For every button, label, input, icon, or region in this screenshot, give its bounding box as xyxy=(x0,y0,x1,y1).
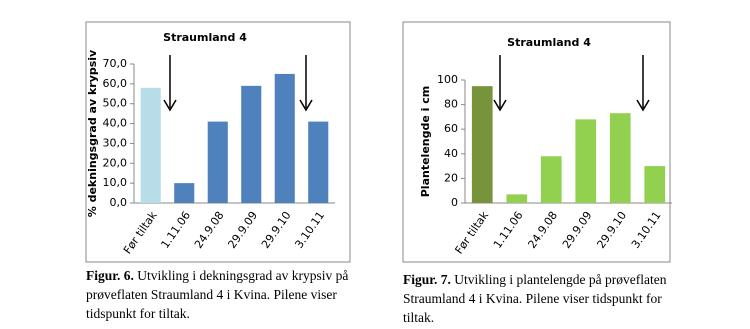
caption-line: prøveflaten Straumland 4 i Kvina. Pilene… xyxy=(86,287,337,302)
x-tick-label: Før tiltak xyxy=(452,208,491,256)
y-tick-label: 0 xyxy=(451,196,458,209)
bar xyxy=(274,73,295,203)
bar xyxy=(471,86,493,203)
bar xyxy=(207,121,228,203)
y-axis-label: % dekningsgrad av krypsiv xyxy=(86,49,99,217)
arrow-head xyxy=(299,99,313,112)
caption-text: Utvikling i plantelengde på prøveflaten xyxy=(454,272,666,287)
bar xyxy=(308,121,329,203)
caption-label: Figur. 6. xyxy=(86,268,134,283)
arrow-head xyxy=(493,99,507,112)
x-tick-label: Før tiltak xyxy=(121,208,160,256)
y-axis-label: Plantelengde i cm xyxy=(419,86,432,198)
bar xyxy=(140,87,161,203)
x-tick-label: 1.11.06 xyxy=(491,209,526,251)
x-tick-label: 29.9.09 xyxy=(225,209,260,251)
bar xyxy=(609,113,631,203)
y-tick-label: 20 xyxy=(444,171,458,184)
bar xyxy=(241,85,262,203)
y-tick-label: 30,0 xyxy=(103,136,128,149)
chart-title: Straumland 4 xyxy=(163,31,247,44)
y-tick-label: 100 xyxy=(437,73,458,86)
x-tick-label: 29.9.09 xyxy=(560,209,595,251)
chart-title: Straumland 4 xyxy=(507,36,591,49)
caption-text: prøveflaten Straumland 4 i Kvina. Pilene… xyxy=(86,287,337,302)
bar xyxy=(174,183,195,203)
bar xyxy=(575,119,597,203)
x-tick-label: 29.9.10 xyxy=(594,209,629,251)
caption-text: Utvikling i dekningsgrad av krypsiv på xyxy=(137,268,348,283)
x-tick-label: 1.11.06 xyxy=(158,209,193,251)
x-tick-label: 29.9.10 xyxy=(259,209,294,251)
caption-text: tiltak. xyxy=(403,310,434,325)
y-tick-label: 60 xyxy=(444,122,458,135)
x-tick-label: 3.10.11 xyxy=(629,209,664,251)
x-tick-label: 3.10.11 xyxy=(292,209,327,251)
caption-line: Straumland 4 i Kvina. Pilene viser tidsp… xyxy=(403,291,662,306)
caption-text: tidspunkt for tiltak. xyxy=(86,306,190,321)
y-tick-label: 10,0 xyxy=(103,176,128,189)
y-tick-label: 70,0 xyxy=(103,57,128,70)
caption-line: tidspunkt for tiltak. xyxy=(86,306,190,321)
bar xyxy=(644,166,666,203)
bar xyxy=(506,194,528,203)
y-tick-label: 0,0 xyxy=(110,196,128,209)
caption-text: Straumland 4 i Kvina. Pilene viser tidsp… xyxy=(403,291,662,306)
y-tick-label: 40,0 xyxy=(103,117,128,130)
caption-line: tiltak. xyxy=(403,310,434,325)
y-tick-label: 60,0 xyxy=(103,77,128,90)
arrow-head xyxy=(163,99,177,112)
x-tick-label: 24.9.08 xyxy=(192,209,227,251)
y-tick-label: 80 xyxy=(444,98,458,111)
arrow-head xyxy=(636,99,650,112)
bar xyxy=(540,156,562,203)
caption-line: Figur. 7. Utvikling i plantelengde på pr… xyxy=(403,272,667,287)
caption-label: Figur. 7. xyxy=(403,272,451,287)
chart-frame xyxy=(402,21,671,263)
y-tick-label: 50,0 xyxy=(103,97,128,110)
chart-frame xyxy=(85,21,351,263)
y-tick-label: 20,0 xyxy=(103,156,128,169)
caption-line: Figur. 6. Utvikling i dekningsgrad av kr… xyxy=(86,268,348,283)
x-tick-label: 24.9.08 xyxy=(525,209,560,251)
y-tick-label: 40 xyxy=(444,147,458,160)
